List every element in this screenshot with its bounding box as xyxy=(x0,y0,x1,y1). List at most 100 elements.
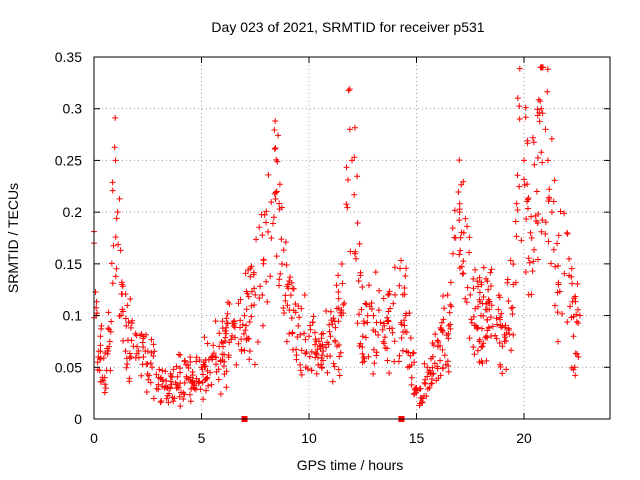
data-point xyxy=(538,105,545,112)
data-point xyxy=(429,353,436,360)
data-point xyxy=(516,65,523,72)
data-point xyxy=(333,282,340,289)
data-point xyxy=(298,347,305,354)
data-point xyxy=(327,333,334,340)
data-point xyxy=(210,350,217,357)
data-point xyxy=(258,211,265,218)
data-point xyxy=(457,247,464,254)
data-point xyxy=(358,306,365,313)
data-point xyxy=(112,273,119,280)
data-point xyxy=(296,314,303,321)
data-point xyxy=(441,352,448,359)
data-point xyxy=(432,331,439,338)
data-point xyxy=(242,270,249,277)
data-point xyxy=(430,342,437,349)
data-point xyxy=(246,356,253,363)
data-point xyxy=(406,310,413,317)
data-point xyxy=(107,328,114,335)
data-point xyxy=(475,283,482,290)
data-point xyxy=(424,373,431,380)
data-point xyxy=(257,283,264,290)
data-point xyxy=(288,315,295,322)
data-point xyxy=(338,261,345,268)
data-point xyxy=(440,292,447,299)
data-point xyxy=(271,127,278,134)
data-point xyxy=(472,266,479,273)
data-point xyxy=(326,321,333,328)
data-point xyxy=(187,398,194,405)
y-tick-label: 0.05 xyxy=(55,359,82,375)
data-point xyxy=(166,390,173,397)
data-point xyxy=(97,342,104,349)
data-point xyxy=(566,255,573,262)
data-point xyxy=(105,309,112,316)
y-tick-label: 0 xyxy=(74,411,82,427)
data-point xyxy=(276,276,283,283)
data-point xyxy=(354,219,361,226)
data-point xyxy=(365,282,372,289)
data-point xyxy=(362,334,369,341)
data-point xyxy=(248,313,255,320)
data-point xyxy=(443,332,450,339)
data-point xyxy=(357,340,364,347)
data-point xyxy=(153,371,160,378)
data-point xyxy=(381,340,388,347)
data-point xyxy=(403,329,410,336)
data-point xyxy=(94,366,101,373)
data-point xyxy=(385,308,392,315)
data-point xyxy=(385,292,392,299)
data-point xyxy=(270,214,277,221)
data-point xyxy=(555,281,562,288)
data-point xyxy=(385,317,392,324)
data-point xyxy=(287,274,294,281)
data-point xyxy=(445,362,452,369)
data-point xyxy=(218,338,225,345)
data-point xyxy=(474,278,481,285)
data-point xyxy=(238,347,245,354)
data-point xyxy=(365,353,372,360)
data-point xyxy=(351,154,358,161)
data-point xyxy=(410,391,417,398)
data-point xyxy=(564,230,571,237)
data-point xyxy=(574,350,581,357)
data-point xyxy=(371,360,378,367)
data-point xyxy=(127,295,134,302)
data-point xyxy=(102,381,109,388)
data-point xyxy=(210,342,217,349)
data-point xyxy=(311,329,318,336)
data-point xyxy=(320,357,327,364)
data-point xyxy=(542,219,549,226)
data-point xyxy=(168,381,175,388)
data-point xyxy=(550,198,557,205)
data-point xyxy=(150,395,157,402)
data-point xyxy=(144,371,151,378)
data-point xyxy=(335,295,342,302)
data-point xyxy=(102,385,109,392)
data-point xyxy=(395,358,402,365)
data-point xyxy=(528,234,535,241)
data-point xyxy=(470,275,477,282)
data-point xyxy=(301,292,308,299)
data-point xyxy=(155,374,162,381)
data-point xyxy=(447,279,454,286)
data-point xyxy=(361,320,368,327)
data-point xyxy=(336,372,343,379)
data-point xyxy=(575,353,582,360)
data-point xyxy=(165,399,172,406)
y-tick-label: 0.25 xyxy=(55,152,82,168)
data-point xyxy=(313,370,320,377)
data-point xyxy=(253,236,260,243)
data-point xyxy=(345,87,352,94)
data-point xyxy=(284,302,291,309)
data-point xyxy=(445,335,452,342)
data-point xyxy=(143,389,150,396)
y-tick-label: 0.3 xyxy=(63,101,83,117)
data-point xyxy=(505,298,512,305)
data-point xyxy=(201,363,208,370)
data-point xyxy=(289,329,296,336)
data-point xyxy=(332,338,339,345)
data-point xyxy=(525,195,532,202)
data-point xyxy=(156,366,163,373)
data-point xyxy=(428,380,435,387)
